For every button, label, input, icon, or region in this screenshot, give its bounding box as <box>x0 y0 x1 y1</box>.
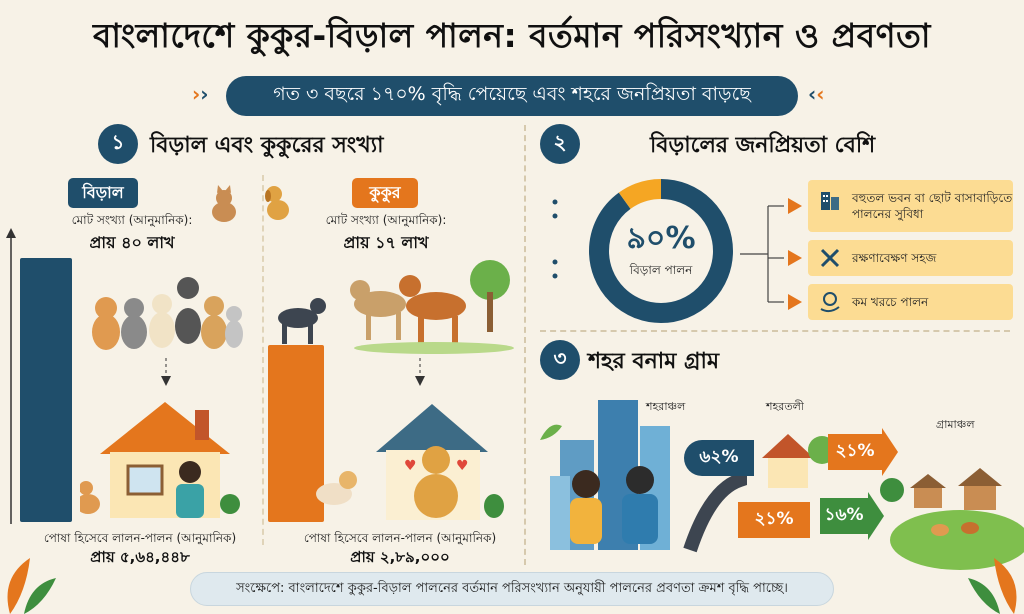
chevron-left-icon: ‹‹ <box>808 82 825 106</box>
city-percent: ৬২% <box>684 440 754 476</box>
label-village: গ্রামাঞ্চল <box>936 418 975 431</box>
tools-icon <box>820 248 840 268</box>
dog-pet-label: পোষা হিসেবে লালন-পালন (আনুমানিক) <box>303 531 497 545</box>
cat-total-label: মোট সংখ্যা (আনুমানিক): <box>71 213 193 227</box>
benefit-connector-lines <box>740 198 802 310</box>
column-divider <box>262 175 264 545</box>
benefit-text: বহুতল ভবন বা ছোট বাসাবাড়িতে পালনের সুবি… <box>852 190 1013 221</box>
cat-popularity-donut <box>589 179 733 323</box>
section-1-heading: বিড়াল এবং কুকুরের সংখ্যা <box>150 133 384 158</box>
cat-total-bar <box>20 258 72 522</box>
section-divider-vertical <box>524 125 526 565</box>
subtitle-banner: গত ৩ বছরে ১৭০% বৃদ্ধি পেয়েছে এবং শহরে জ… <box>226 76 798 116</box>
top-arrow-percent: ২১% <box>828 434 882 470</box>
dog-tag: কুকুর <box>352 178 418 208</box>
label-suburb: শহরতলী <box>766 400 804 413</box>
leaf-decoration <box>7 558 56 614</box>
dog-icon <box>265 186 289 220</box>
section-2-heading: বিড়ালের জনপ্রিয়তা বেশি <box>650 133 876 158</box>
cat-total-value: প্রায় ৪০ লাখ <box>89 233 175 252</box>
benefit-text: রক্ষণাবেক্ষণ সহজ <box>852 250 937 265</box>
svg-text:♥: ♥ <box>404 458 417 474</box>
cat-icon <box>212 185 236 222</box>
arrow-head <box>882 428 898 476</box>
benefit-item: বহুতল ভবন বা ছোট বাসাবাড়িতে পালনের সুবি… <box>808 180 1013 232</box>
donut-label: বিড়াল পালন <box>629 263 693 277</box>
benefit-item: রক্ষণাবেক্ষণ সহজ <box>808 240 1013 276</box>
city-vs-village-illustration <box>540 400 1024 570</box>
cat-pet-label: পোষা হিসেবে লালন-পালন (আনুমানিক) <box>43 531 237 545</box>
decorative-dots <box>552 199 558 279</box>
benefit-item: কম খরচে পালন <box>808 284 1013 320</box>
donut-value: ৯০% <box>626 221 696 256</box>
benefit-text: কম খরচে পালন <box>852 294 929 309</box>
building-icon <box>821 192 839 210</box>
leaf-decoration <box>968 558 1017 614</box>
dog-on-bar-illustration <box>278 298 326 344</box>
summary-footer: সংক্ষেপে: বাংলাদেশে কুকুর-বিড়াল পালনের … <box>190 572 834 606</box>
cat-pet-value: প্রায় ৫,৬৪,৪৪৮ <box>90 548 190 566</box>
chevron-right-icon: ›› <box>192 82 209 106</box>
dogs-park-illustration <box>350 260 514 354</box>
axis-arrow <box>6 228 16 524</box>
house-cat-owner-illustration <box>80 402 240 518</box>
coin-hand-icon <box>820 292 840 313</box>
bottom-arrow-percent: ১৬% <box>820 498 868 534</box>
dashed-arrow-down <box>415 358 425 386</box>
house-dog-illustration: ♥ ♥ <box>316 404 504 520</box>
dashed-arrow-down <box>161 358 171 386</box>
section-divider-horizontal <box>540 330 1010 332</box>
section-3-number: ৩ <box>540 340 580 380</box>
cats-group-illustration <box>92 277 243 350</box>
suburb-percent: ২১% <box>738 502 810 538</box>
dog-total-bar <box>268 345 324 522</box>
dog-total-value: প্রায় ১৭ লাখ <box>343 233 429 252</box>
section-2-number: ২ <box>540 124 580 164</box>
page-title: বাংলাদেশে কুকুর-বিড়াল পালন: বর্তমান পরি… <box>93 16 931 55</box>
dog-pet-value: প্রায় ২,৮৯,০০০ <box>350 548 450 566</box>
svg-text:♥: ♥ <box>456 458 469 474</box>
section-3-heading: শহর বনাম গ্রাম <box>588 349 720 374</box>
arrow-head <box>868 492 884 540</box>
section-1-number: ১ <box>98 124 138 164</box>
label-city: শহরাঞ্চল <box>646 400 686 413</box>
cat-tag: বিড়াল <box>68 178 138 208</box>
dog-total-label: মোট সংখ্যা (আনুমানিক): <box>325 213 447 227</box>
